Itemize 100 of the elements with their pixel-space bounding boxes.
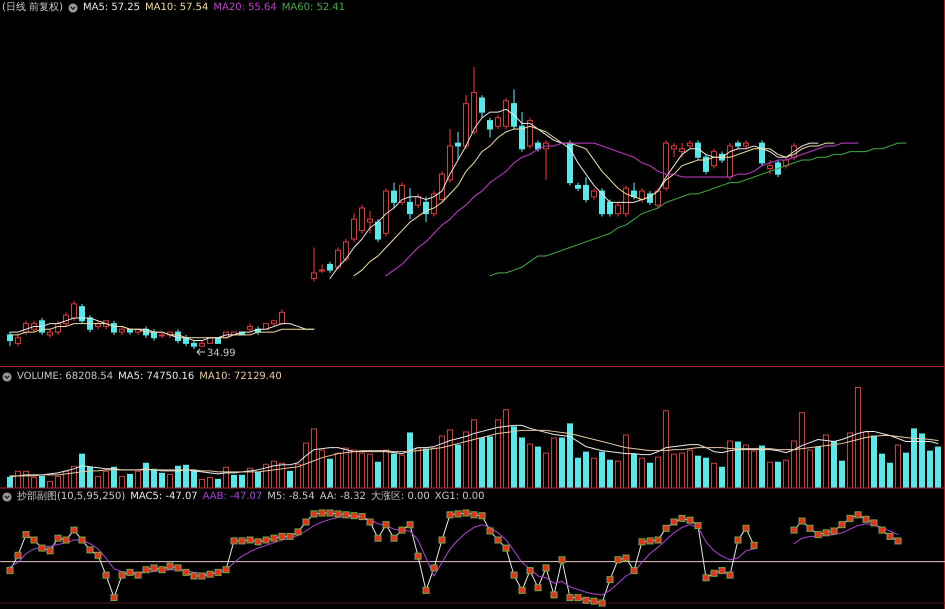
text: AA: -8.32: [320, 491, 366, 503]
bar: [567, 423, 573, 488]
bar: [655, 456, 661, 488]
candlestick: [351, 213, 357, 242]
bar: [719, 466, 725, 488]
chart-title: (日线 前复权): [2, 2, 63, 14]
bar: [847, 432, 853, 488]
bar: [431, 448, 437, 488]
bar: [167, 474, 173, 488]
bar: [127, 474, 133, 488]
candlestick: [311, 246, 317, 282]
bar: [871, 435, 877, 488]
bar: [487, 436, 493, 488]
bar: [855, 387, 861, 488]
bar: [455, 444, 461, 488]
bar: [423, 448, 429, 488]
bar: [839, 460, 845, 488]
bar: [439, 435, 445, 488]
bar: [583, 452, 589, 488]
text: MAC5: -47.07: [130, 491, 198, 503]
bar: [95, 476, 101, 488]
bar: [599, 452, 605, 488]
bar: [39, 476, 45, 488]
bar: [511, 426, 517, 488]
bar: [343, 448, 349, 488]
bar: [631, 454, 637, 488]
bar: [55, 476, 61, 488]
bar: [335, 452, 341, 488]
bar: [415, 448, 421, 488]
bar: [671, 454, 677, 488]
bar: [391, 454, 397, 488]
bar: [183, 464, 189, 488]
bar: [607, 460, 613, 488]
bar: [663, 410, 669, 488]
bar: [935, 446, 941, 488]
text: MA20: 55.64: [213, 2, 277, 14]
bar: [727, 440, 733, 488]
bar: [519, 438, 525, 488]
annotation: 34.99: [207, 348, 236, 359]
candlestick: [495, 114, 501, 130]
bar: [79, 454, 85, 488]
bar: [703, 458, 709, 488]
bar: [863, 431, 869, 488]
bar: [399, 454, 405, 488]
bar: [471, 419, 477, 488]
bar: [319, 450, 325, 488]
bar: [367, 454, 373, 488]
candlestick: [367, 210, 373, 234]
bar: [743, 444, 749, 488]
candlestick: [407, 188, 413, 220]
bar: [831, 442, 837, 488]
bar: [119, 476, 125, 488]
bar: [135, 470, 141, 488]
candlestick: [623, 184, 629, 217]
bar: [287, 470, 293, 488]
bar: [31, 476, 37, 488]
bar: [559, 438, 565, 488]
text: MA5: 74750.16: [118, 371, 194, 383]
chart-title: 抄部副图(10,5,95,250): [17, 491, 126, 503]
bar: [879, 454, 885, 488]
bar: [271, 460, 277, 488]
bar: [231, 474, 237, 488]
candlestick: [71, 300, 77, 322]
bar: [711, 462, 717, 488]
candlestick: [727, 142, 733, 180]
bar: [623, 434, 629, 488]
bar: [767, 462, 773, 488]
candlestick: [359, 204, 365, 234]
bar: [159, 472, 165, 488]
text: AAB: -47.07: [202, 491, 262, 503]
bar: [495, 419, 501, 488]
bar: [375, 462, 381, 488]
bar: [799, 412, 805, 488]
bar: [359, 452, 365, 488]
bar: [903, 452, 909, 488]
bar: [447, 429, 453, 488]
bar: [759, 446, 765, 488]
bar: [503, 409, 509, 488]
bar: [615, 460, 621, 488]
text: MA5: 57.25: [82, 2, 140, 14]
bar: [887, 462, 893, 488]
bar: [255, 472, 261, 488]
bar: [295, 464, 301, 488]
bar: [927, 450, 933, 488]
bar: [575, 458, 581, 488]
bar: [895, 444, 901, 488]
candlestick: [327, 261, 333, 274]
bar: [815, 446, 821, 488]
bar: [207, 476, 213, 488]
bar: [911, 428, 917, 488]
chart-title: VOLUME: 68208.54: [17, 371, 114, 383]
bar: [735, 442, 741, 488]
bar: [527, 444, 533, 488]
bar: [311, 428, 317, 488]
bar: [751, 450, 757, 488]
bar: [103, 470, 109, 488]
bar: [807, 450, 813, 488]
bar: [199, 478, 205, 488]
bar: [823, 434, 829, 488]
bar: [351, 450, 357, 488]
